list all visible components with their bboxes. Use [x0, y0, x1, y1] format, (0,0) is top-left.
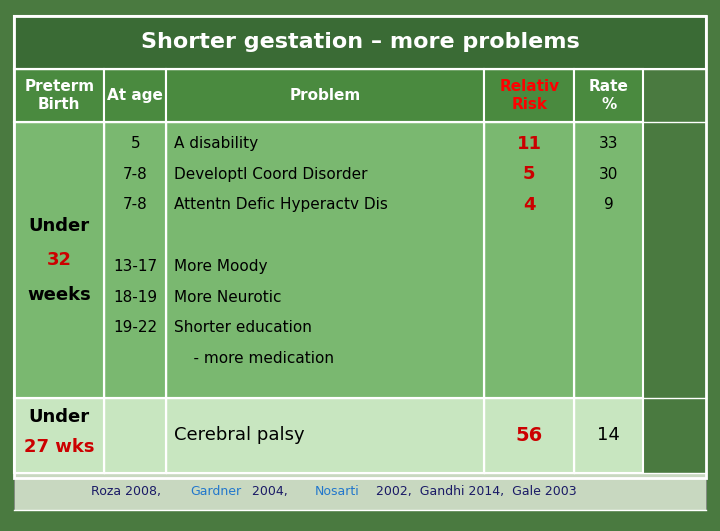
- Text: Under: Under: [29, 217, 90, 235]
- Text: 2002,  Gandhi 2014,  Gale 2003: 2002, Gandhi 2014, Gale 2003: [372, 485, 577, 498]
- Text: 14: 14: [598, 426, 620, 444]
- FancyBboxPatch shape: [14, 69, 104, 122]
- Text: Cerebral palsy: Cerebral palsy: [174, 426, 305, 444]
- Text: Rate
%: Rate %: [589, 79, 629, 112]
- Text: 30: 30: [599, 167, 618, 182]
- Text: Problem: Problem: [290, 88, 361, 103]
- Text: Shorter education: Shorter education: [174, 320, 312, 335]
- Text: 56: 56: [516, 426, 543, 445]
- Text: Shorter gestation – more problems: Shorter gestation – more problems: [140, 32, 580, 53]
- Text: More Neurotic: More Neurotic: [174, 289, 282, 304]
- FancyBboxPatch shape: [14, 122, 104, 398]
- FancyBboxPatch shape: [166, 122, 485, 398]
- Text: 9: 9: [604, 198, 613, 212]
- Text: Attentn Defic Hyperactv Dis: Attentn Defic Hyperactv Dis: [174, 198, 387, 212]
- FancyBboxPatch shape: [485, 122, 575, 398]
- Text: 4: 4: [523, 196, 536, 214]
- Text: Preterm
Birth: Preterm Birth: [24, 79, 94, 112]
- FancyBboxPatch shape: [104, 69, 166, 122]
- FancyBboxPatch shape: [166, 69, 485, 122]
- FancyBboxPatch shape: [14, 16, 706, 69]
- FancyBboxPatch shape: [575, 122, 644, 398]
- FancyBboxPatch shape: [104, 122, 166, 398]
- Text: 13-17: 13-17: [113, 259, 158, 274]
- Text: Roza 2008,: Roza 2008,: [91, 485, 169, 498]
- Text: 7-8: 7-8: [123, 198, 148, 212]
- Text: At age: At age: [107, 88, 163, 103]
- Text: weeks: weeks: [27, 286, 91, 304]
- Text: Nosarti: Nosarti: [315, 485, 359, 498]
- FancyBboxPatch shape: [14, 398, 104, 473]
- FancyBboxPatch shape: [575, 69, 644, 122]
- Text: Under: Under: [29, 408, 90, 426]
- FancyBboxPatch shape: [166, 398, 485, 473]
- Text: 33: 33: [599, 136, 618, 151]
- Text: Relativ
Risk: Relativ Risk: [499, 79, 559, 112]
- FancyBboxPatch shape: [575, 398, 644, 473]
- Text: 2004,: 2004,: [248, 485, 296, 498]
- Text: 27 wks: 27 wks: [24, 438, 94, 456]
- Text: 7-8: 7-8: [123, 167, 148, 182]
- Text: - more medication: - more medication: [174, 351, 333, 366]
- Text: 5: 5: [130, 136, 140, 151]
- Text: 18-19: 18-19: [113, 289, 158, 304]
- FancyBboxPatch shape: [14, 473, 706, 510]
- Text: 5: 5: [523, 165, 536, 183]
- FancyBboxPatch shape: [104, 398, 166, 473]
- Text: More Moody: More Moody: [174, 259, 267, 274]
- Text: 32: 32: [47, 251, 72, 269]
- Text: Developtl Coord Disorder: Developtl Coord Disorder: [174, 167, 367, 182]
- FancyBboxPatch shape: [485, 398, 575, 473]
- Text: 19-22: 19-22: [113, 320, 158, 335]
- Text: A disability: A disability: [174, 136, 258, 151]
- Text: Gardner: Gardner: [190, 485, 241, 498]
- Text: 11: 11: [517, 134, 542, 152]
- FancyBboxPatch shape: [485, 69, 575, 122]
